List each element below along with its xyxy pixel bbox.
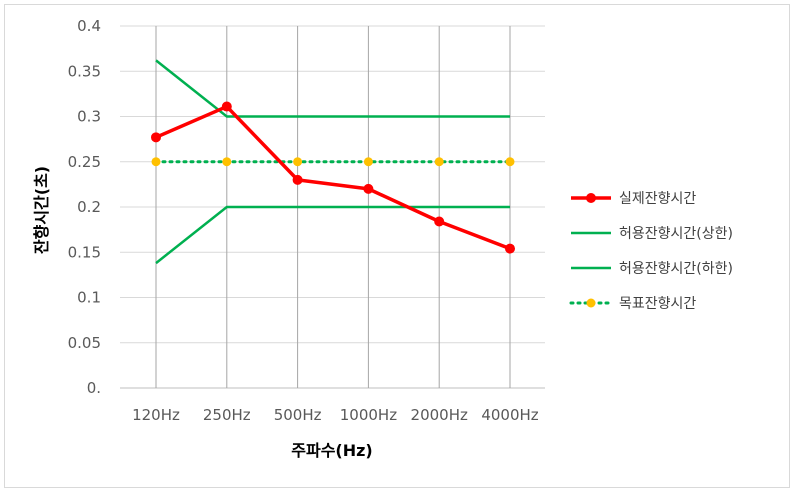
x-tick-label: 4000Hz <box>481 406 538 424</box>
legend-item: 실제잔향시간 <box>571 191 696 207</box>
y-tick-label: 0. <box>87 379 101 397</box>
x-axis-title: 주파수(Hz) <box>291 441 373 460</box>
data-point <box>221 101 232 112</box>
series-line <box>155 205 510 265</box>
y-tick-label: 0.4 <box>77 17 101 35</box>
series-line <box>155 59 510 118</box>
y-tick-labels: 0. 0.05 0.1 0.15 0.2 0.25 0.3 0.35 0.4 <box>68 17 101 397</box>
data-point <box>151 157 161 167</box>
data-point <box>292 174 303 185</box>
x-tick-label: 120Hz <box>132 406 180 424</box>
legend-label: 실제잔향시간 <box>619 191 696 207</box>
data-point <box>434 157 444 167</box>
data-point <box>505 243 515 254</box>
series-line <box>155 104 511 251</box>
data-point <box>151 132 161 143</box>
y-tick-label: 0.3 <box>77 108 101 126</box>
x-tick-labels: 120Hz 250Hz 500Hz 1000Hz 2000Hz 4000Hz <box>132 406 539 424</box>
legend-label: 목표잔향시간 <box>619 296 696 312</box>
series-0 <box>151 101 515 254</box>
data-point <box>363 183 374 194</box>
series-3 <box>151 157 515 167</box>
series-layer <box>151 59 515 265</box>
x-tick-label: 250Hz <box>203 406 251 424</box>
x-tick-label: 500Hz <box>274 406 322 424</box>
data-point <box>363 157 373 167</box>
y-tick-label: 0.2 <box>77 198 101 216</box>
data-point <box>434 216 445 227</box>
legend-item: 허용잔향시간(상한) <box>571 226 733 242</box>
y-tick-label: 0.15 <box>68 243 101 261</box>
x-tick-label: 2000Hz <box>411 406 468 424</box>
chart-frame <box>4 4 790 488</box>
series-1 <box>155 59 510 118</box>
y-tick-label: 0.35 <box>68 62 101 80</box>
series-2 <box>155 205 510 265</box>
legend-marker <box>586 298 596 308</box>
y-tick-label: 0.1 <box>77 289 101 307</box>
legend-item: 허용잔향시간(하한) <box>571 261 733 277</box>
legend-item: 목표잔향시간 <box>569 296 696 312</box>
legend-label: 허용잔향시간(하한) <box>619 261 733 277</box>
legend-label: 허용잔향시간(상한) <box>619 226 733 242</box>
y-tick-label: 0.05 <box>68 334 101 352</box>
legend-marker <box>586 193 596 203</box>
data-point <box>222 157 232 167</box>
x-tick-label: 1000Hz <box>340 406 397 424</box>
y-tick-label: 0.25 <box>68 153 101 171</box>
data-point <box>293 157 303 167</box>
y-axis-title: 잔향시간(초) <box>32 166 51 254</box>
data-point <box>505 157 515 167</box>
